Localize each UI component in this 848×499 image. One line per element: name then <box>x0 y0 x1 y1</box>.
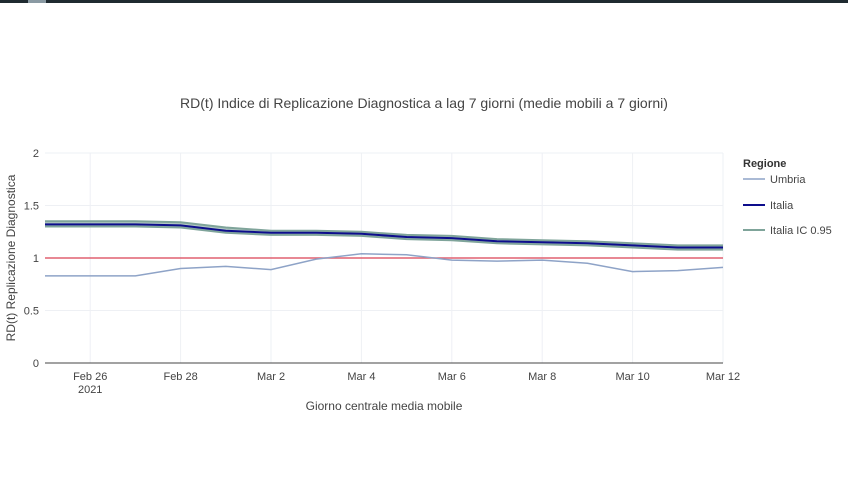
chart-title: RD(t) Indice di Replicazione Diagnostica… <box>180 95 668 111</box>
x-axis-title: Giorno centrale media mobile <box>306 399 463 413</box>
y-tick-label: 0.5 <box>24 306 39 318</box>
legend-label[interactable]: Umbria <box>770 174 806 186</box>
x-tick-label: Mar 4 <box>347 371 375 383</box>
x-tick-label: Feb 26 <box>73 371 107 383</box>
y-tick-label: 1.5 <box>24 201 39 213</box>
y-tick-label: 0 <box>33 358 39 370</box>
x-tick-label: Feb 28 <box>163 371 197 383</box>
x-tick-label: Mar 12 <box>706 371 740 383</box>
y-axis-title: RD(t) Replicazione Diagnostica <box>4 174 18 341</box>
series-group <box>45 220 724 277</box>
legend-label[interactable]: Italia <box>770 200 794 212</box>
legend-title: Regione <box>743 158 786 170</box>
window-tab-indicator <box>28 0 46 3</box>
x-tick-label: Mar 2 <box>257 371 285 383</box>
legend[interactable]: Regione Umbria Italia Italia IC 0.95 <box>743 158 832 237</box>
x-tick-sublabel: 2021 <box>78 384 102 396</box>
series-umbria-line[interactable] <box>45 253 724 277</box>
y-tick-label: 2 <box>33 148 39 160</box>
x-tick-label: Mar 6 <box>438 371 466 383</box>
series-italia-ic-upper-line[interactable] <box>45 220 723 247</box>
series-italia-ic-lower-line[interactable] <box>45 225 723 251</box>
x-tick-label: Mar 10 <box>615 371 649 383</box>
series-italia-line[interactable] <box>45 223 723 249</box>
legend-label[interactable]: Italia IC 0.95 <box>770 225 832 237</box>
x-tick-label: Mar 8 <box>528 371 556 383</box>
window-top-bar <box>0 0 848 3</box>
y-tick-label: 1 <box>33 253 39 265</box>
